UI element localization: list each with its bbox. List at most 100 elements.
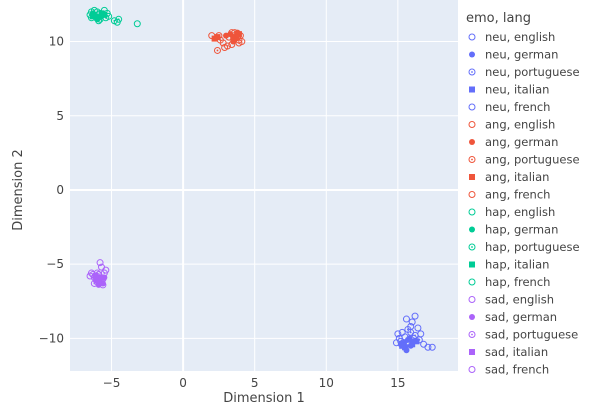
data-point: [211, 35, 218, 42]
legend-marker: [469, 174, 475, 180]
legend-label: sad, portuguese: [485, 328, 578, 342]
legend-marker: [469, 51, 475, 58]
data-point: [87, 269, 95, 277]
data-point: [392, 339, 400, 347]
legend-label: hap, portuguese: [485, 240, 580, 254]
legend-marker: [469, 349, 475, 355]
legend-marker: [468, 366, 476, 373]
legend-marker: [468, 103, 476, 111]
legend-label: ang, german: [485, 135, 558, 149]
data-point: [228, 29, 236, 37]
legend-label: ang, french: [485, 188, 550, 202]
marker-ring: [468, 243, 476, 251]
legend-label: sad, german: [485, 310, 557, 324]
marker-dot: [414, 334, 416, 337]
data-point: [113, 18, 121, 26]
legend-label: neu, english: [485, 30, 555, 44]
y-tick-label: 0: [56, 183, 64, 197]
data-point: [409, 341, 416, 348]
y-tick-label: −5: [46, 257, 64, 271]
x-tick-label: 10: [319, 376, 334, 390]
marker-ring: [213, 46, 221, 54]
data-point: [96, 259, 104, 267]
data-point: [99, 281, 107, 289]
data-point: [399, 342, 406, 349]
legend-label: neu, german: [485, 48, 558, 62]
data-point: [238, 38, 246, 46]
y-tick-labels: −10 −5 0 5 10: [39, 35, 64, 346]
y-tick-label: −10: [39, 331, 64, 345]
legend-label: sad, french: [485, 363, 549, 377]
marker-dot: [471, 246, 473, 248]
data-point: [102, 266, 110, 274]
marker-ring: [407, 328, 415, 336]
legend-label: hap, italian: [485, 258, 549, 272]
data-point: [87, 8, 95, 16]
legend-marker: [468, 121, 476, 128]
legend-marker: [469, 139, 475, 145]
legend-label: ang, italian: [485, 170, 549, 184]
marker-dot: [471, 158, 473, 161]
marker-dot: [471, 71, 473, 73]
data-point: [234, 33, 242, 41]
data-point: [414, 324, 422, 332]
data-point: [133, 20, 141, 28]
legend-label: ang, english: [485, 118, 555, 132]
x-tick-label: 15: [390, 376, 405, 390]
legend-marker: [469, 261, 475, 268]
legend-marker: [468, 156, 476, 163]
legend-marker: [469, 86, 475, 93]
data-point: [89, 13, 96, 20]
x-axis-title: Dimension 1: [223, 391, 305, 406]
data-point: [428, 343, 436, 351]
data-point: [208, 32, 216, 40]
legend-marker: [468, 243, 476, 251]
legend-label: neu, italian: [485, 83, 549, 97]
legend-label: hap, english: [485, 205, 555, 219]
data-point: [213, 46, 221, 54]
legend-marker: [468, 33, 476, 41]
marker-dot: [471, 333, 473, 336]
y-tick-label: 10: [49, 35, 64, 49]
legend-marker: [469, 226, 475, 233]
data-point: [411, 312, 419, 320]
x-tick-label: 0: [179, 376, 187, 390]
legend-label: sad, italian: [485, 345, 548, 359]
data-point: [92, 273, 99, 280]
legend: emo, lang neu, english neu, german neu, po…: [466, 11, 580, 377]
data-point: [95, 17, 103, 25]
data-point: [413, 338, 420, 345]
legend-label: neu, french: [485, 100, 550, 114]
data-point: [408, 318, 416, 326]
legend-marker: [469, 314, 475, 320]
data-point: [406, 335, 413, 342]
y-axis-title: Dimension 2: [11, 149, 26, 231]
y-tick-label: 5: [56, 109, 64, 123]
data-point: [407, 328, 415, 336]
marker-dot: [93, 282, 96, 285]
plot-background: [70, 0, 458, 371]
legend-label: neu, portuguese: [485, 65, 580, 79]
data-point: [394, 330, 402, 338]
legend-label: sad, english: [485, 293, 554, 307]
marker-dot: [216, 49, 219, 52]
legend-marker: [468, 68, 476, 76]
x-tick-label: −5: [103, 376, 121, 390]
grid-lines: [70, 0, 458, 371]
data-point: [230, 34, 237, 41]
legend-marker: [468, 191, 476, 198]
legend-marker: [468, 331, 476, 338]
legend-label: ang, portuguese: [485, 153, 580, 167]
legend-title: emo, lang: [466, 11, 531, 26]
marker-dot: [409, 331, 412, 334]
data-point: [221, 43, 229, 51]
marker-dot: [398, 337, 401, 340]
marker-ring: [468, 68, 476, 76]
data-point: [103, 9, 111, 17]
marker-ring: [468, 156, 476, 163]
x-tick-labels: −5 0 5 10 15: [103, 376, 406, 390]
data-points: [86, 6, 436, 354]
marker-ring: [468, 331, 476, 338]
legend-marker: [468, 296, 476, 303]
